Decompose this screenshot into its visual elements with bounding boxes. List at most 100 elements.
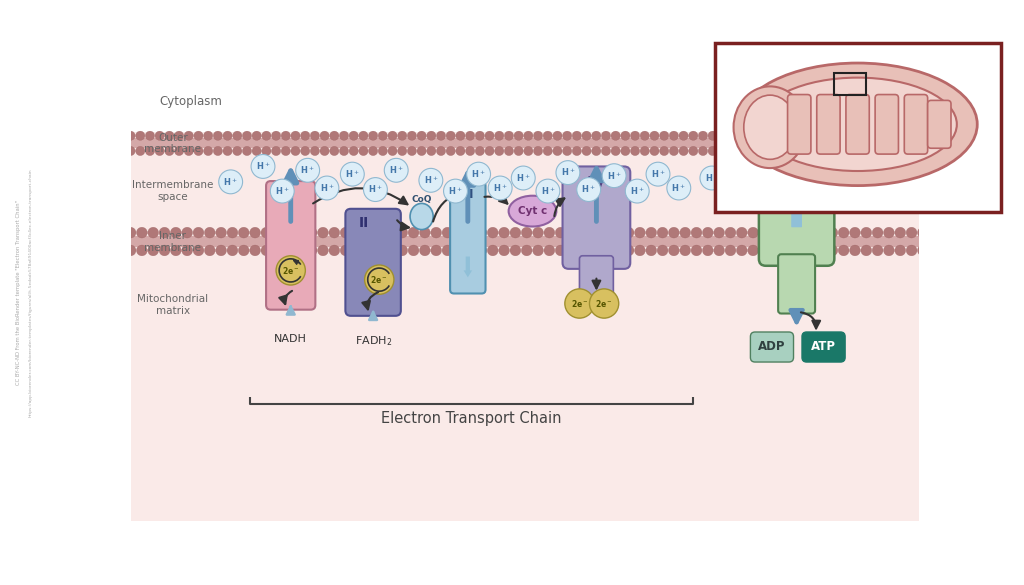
Circle shape (262, 146, 271, 156)
Circle shape (922, 146, 931, 156)
Circle shape (689, 146, 698, 156)
Circle shape (369, 146, 378, 156)
Circle shape (731, 179, 755, 203)
Circle shape (657, 245, 668, 256)
Circle shape (284, 245, 295, 256)
Circle shape (766, 131, 775, 140)
FancyBboxPatch shape (759, 166, 835, 266)
Circle shape (624, 245, 634, 256)
Circle shape (918, 227, 929, 238)
Circle shape (514, 131, 523, 140)
Circle shape (329, 245, 340, 256)
Ellipse shape (410, 204, 433, 229)
Circle shape (374, 245, 385, 256)
Circle shape (555, 245, 566, 256)
Circle shape (291, 146, 300, 156)
Circle shape (262, 131, 271, 140)
Circle shape (861, 245, 871, 256)
Circle shape (922, 131, 931, 140)
Circle shape (884, 227, 894, 238)
Circle shape (319, 131, 330, 140)
Circle shape (854, 131, 863, 140)
Text: H$^+$: H$^+$ (345, 168, 359, 180)
Circle shape (727, 131, 736, 140)
Circle shape (408, 146, 417, 156)
Circle shape (631, 131, 640, 140)
Circle shape (125, 245, 136, 256)
Circle shape (296, 159, 319, 183)
Circle shape (135, 146, 144, 156)
Circle shape (566, 245, 578, 256)
Circle shape (626, 179, 649, 203)
Circle shape (759, 245, 770, 256)
Circle shape (770, 245, 781, 256)
Circle shape (553, 146, 562, 156)
Circle shape (239, 245, 249, 256)
Circle shape (510, 245, 521, 256)
Circle shape (213, 146, 222, 156)
Text: H$^+$: H$^+$ (735, 185, 750, 197)
Circle shape (306, 245, 317, 256)
Bar (835, 73, 866, 95)
Circle shape (408, 131, 417, 140)
Circle shape (839, 227, 849, 238)
FancyBboxPatch shape (802, 332, 845, 362)
Circle shape (816, 227, 826, 238)
Circle shape (194, 245, 204, 256)
Circle shape (873, 146, 883, 156)
Circle shape (488, 176, 512, 200)
Circle shape (578, 245, 589, 256)
Circle shape (902, 146, 911, 156)
Text: I: I (288, 186, 294, 204)
Circle shape (544, 245, 555, 256)
Circle shape (621, 146, 630, 156)
Circle shape (640, 131, 649, 140)
Circle shape (306, 227, 317, 238)
Circle shape (646, 227, 656, 238)
Circle shape (272, 245, 283, 256)
Circle shape (635, 245, 645, 256)
Circle shape (736, 227, 748, 238)
Circle shape (669, 227, 679, 238)
Circle shape (409, 227, 419, 238)
Circle shape (839, 245, 849, 256)
Circle shape (861, 227, 871, 238)
Circle shape (374, 227, 385, 238)
Circle shape (125, 227, 136, 238)
Circle shape (239, 227, 249, 238)
Circle shape (523, 131, 532, 140)
Circle shape (714, 245, 725, 256)
Bar (131, 138, 920, 149)
Circle shape (358, 146, 368, 156)
Circle shape (592, 131, 601, 140)
Circle shape (543, 146, 552, 156)
Circle shape (718, 146, 727, 156)
Circle shape (589, 245, 600, 256)
Circle shape (184, 146, 194, 156)
Circle shape (562, 146, 571, 156)
Circle shape (601, 131, 610, 140)
Ellipse shape (733, 87, 807, 168)
Circle shape (364, 178, 387, 201)
Circle shape (232, 131, 242, 140)
Circle shape (906, 227, 916, 238)
Circle shape (737, 131, 746, 140)
Circle shape (243, 146, 252, 156)
Text: Cytoplasm: Cytoplasm (159, 95, 222, 108)
Circle shape (566, 227, 578, 238)
Text: H$^+$: H$^+$ (223, 176, 238, 188)
Circle shape (467, 162, 490, 186)
Circle shape (427, 131, 436, 140)
Text: H$^+$: H$^+$ (705, 172, 719, 184)
Bar (131, 236, 920, 247)
Circle shape (397, 146, 407, 156)
Text: H$^+$: H$^+$ (368, 184, 383, 195)
Circle shape (759, 227, 770, 238)
Circle shape (670, 131, 679, 140)
Circle shape (781, 227, 793, 238)
Circle shape (466, 131, 475, 140)
Circle shape (756, 162, 780, 186)
Text: H$^+$: H$^+$ (389, 164, 403, 176)
Circle shape (572, 131, 582, 140)
Circle shape (748, 245, 759, 256)
